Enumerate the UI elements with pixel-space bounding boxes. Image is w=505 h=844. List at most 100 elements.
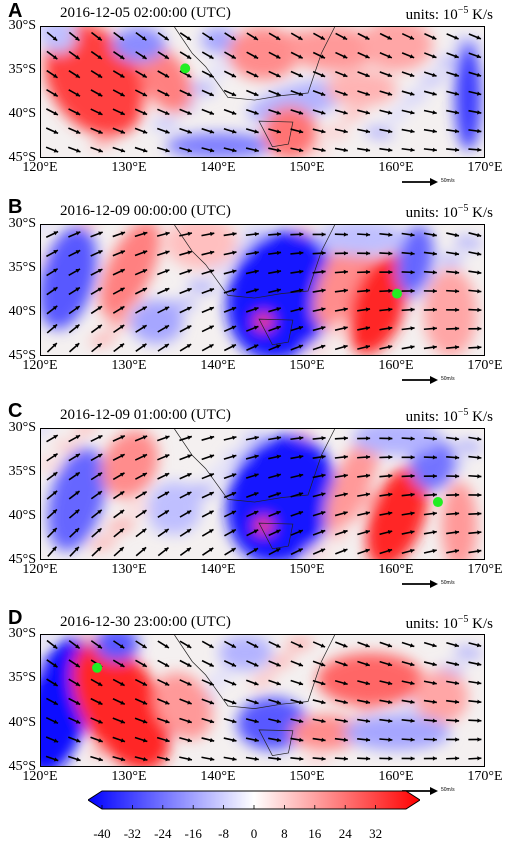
wind-arrow-head	[410, 511, 415, 516]
lat-tick-label: 35°S	[8, 62, 36, 77]
wind-arrow-head	[52, 472, 58, 477]
wind-arrow-head	[209, 681, 214, 686]
reference-vector	[402, 376, 438, 384]
field-streak	[72, 429, 99, 437]
wind-arrow-head	[432, 643, 437, 648]
wind-arrow-head	[454, 232, 459, 238]
wind-arrow-head	[74, 509, 80, 514]
wind-arrow-head	[142, 92, 147, 97]
wind-arrow-head	[432, 756, 437, 761]
wind-arrow-head	[298, 529, 303, 534]
wind-arrow-head	[410, 530, 415, 535]
wind-arrow-head	[476, 91, 482, 96]
heating-rate-blob	[316, 652, 424, 706]
wind-arrow-head	[388, 232, 393, 237]
wind-arrow-head	[298, 681, 304, 686]
wind-arrow-head	[120, 110, 125, 115]
wind-arrow-head	[53, 663, 58, 668]
wind-arrow-head	[97, 435, 103, 440]
wind-arrow-head	[52, 490, 58, 496]
wind-arrow-head	[165, 738, 170, 743]
wind-arrow-head	[164, 510, 169, 515]
wind-arrow-head	[410, 718, 415, 723]
wind-arrow-head	[97, 269, 103, 273]
wind-arrow-head	[231, 473, 237, 478]
wind-arrow-head	[432, 662, 437, 667]
wind-arrow-head	[142, 510, 147, 515]
wind-arrow-head	[343, 511, 348, 516]
wind-arrow-head	[120, 269, 125, 274]
wind-arrow-head	[98, 757, 103, 762]
lon-tick-label: 130°E	[111, 358, 147, 373]
wind-arrow-head	[119, 662, 125, 667]
wind-arrow-head	[477, 511, 482, 516]
panel-letter: C	[8, 400, 23, 422]
wind-arrow-head	[209, 491, 214, 496]
lon-tick-label: 150°E	[289, 160, 325, 175]
wind-arrow-head	[387, 680, 393, 686]
field-streak	[250, 671, 277, 687]
wind-arrow-head	[209, 756, 215, 762]
colorbar-tick-label: 16	[308, 826, 322, 841]
wind-arrow-head	[454, 530, 460, 535]
lon-tick-label: 150°E	[289, 769, 325, 784]
wind-arrow-head	[454, 251, 460, 256]
wind-arrow-head	[97, 92, 103, 97]
wind-arrow-head	[231, 306, 237, 311]
wind-arrow-head	[254, 756, 259, 762]
wind-arrow-head	[141, 343, 147, 348]
wind-arrow-head	[75, 738, 81, 743]
wind-arrow-head	[432, 110, 437, 115]
wind-arrow-head	[409, 35, 415, 40]
wind-arrow-head	[187, 288, 192, 293]
wind-arrow-head	[120, 129, 125, 134]
wind-arrow-head	[320, 511, 326, 516]
wind-arrow-head	[477, 699, 482, 704]
wind-arrow-head	[321, 700, 326, 705]
wind-arrow-head	[276, 718, 281, 724]
wind-arrow-head	[476, 54, 482, 59]
colorbar-tick-label: -8	[218, 826, 230, 841]
wind-arrow-head	[343, 269, 348, 275]
wind-arrow-head	[187, 719, 192, 724]
wind-arrow-head	[187, 435, 192, 440]
wind-arrow-head	[387, 110, 393, 115]
location-marker	[392, 288, 402, 299]
wind-arrow-head	[477, 737, 482, 742]
wind-arrow-head	[432, 455, 437, 460]
wind-arrow-head	[120, 738, 126, 743]
wind-arrow-head	[76, 148, 81, 153]
wind-arrow-head	[119, 54, 125, 59]
wind-arrow-head	[275, 54, 281, 59]
wind-arrow-head	[120, 250, 125, 255]
wind-arrow-head	[75, 644, 80, 649]
wind-arrow-head	[165, 129, 170, 134]
wind-arrow-head	[120, 231, 126, 236]
field-streak	[187, 83, 216, 94]
lon-tick-label: 130°E	[111, 769, 147, 784]
wind-arrow-head	[388, 436, 393, 441]
wind-vectors	[45, 230, 482, 353]
wind-arrow-head	[454, 436, 460, 441]
field-streak	[401, 91, 429, 104]
lat-tick-label: 40°S	[8, 508, 36, 523]
heating-rate-blob	[263, 106, 317, 157]
wind-arrow-head	[454, 54, 459, 59]
wind-arrow-head	[97, 306, 103, 311]
wind-arrow-head	[98, 738, 103, 743]
wind-arrow-head	[75, 55, 80, 60]
wind-arrow-head	[142, 738, 148, 743]
wind-arrow-head	[142, 148, 148, 153]
heating-rate-blob	[343, 714, 451, 751]
wind-arrow-head	[253, 548, 259, 553]
wind-arrow-head	[410, 737, 415, 742]
heating-rate-blob	[352, 429, 442, 456]
wind-arrow-head	[143, 757, 148, 762]
wind-arrow-head	[75, 306, 80, 311]
wind-arrow-head	[254, 288, 259, 293]
wind-arrow-head	[321, 232, 326, 237]
panel-time: 2016-12-05 02:00:00 (UTC)	[60, 5, 231, 21]
wind-arrow-head	[476, 661, 482, 667]
wind-arrow-head	[387, 643, 393, 648]
wind-arrow-head	[231, 662, 237, 667]
